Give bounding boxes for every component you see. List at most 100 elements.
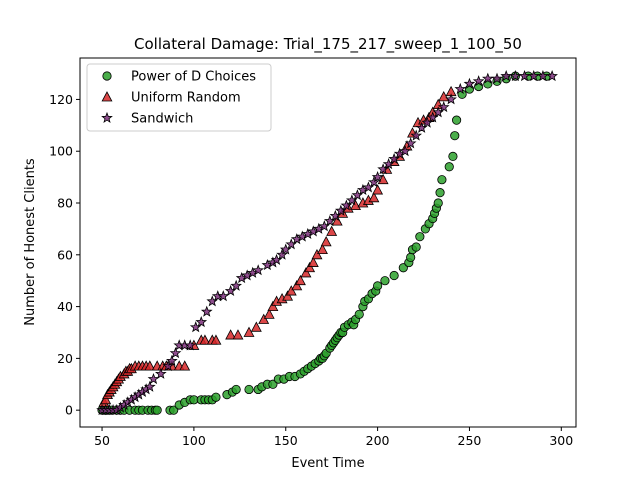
data-point [232, 329, 244, 340]
legend-label: Uniform Random [131, 91, 241, 106]
data-point [331, 215, 343, 226]
data-point [243, 326, 255, 337]
x-tick-label: 100 [182, 433, 206, 448]
y-tick-label: 100 [49, 144, 73, 159]
y-tick-label: 60 [57, 247, 73, 262]
data-point [437, 101, 450, 113]
data-point [263, 308, 275, 319]
data-point [184, 339, 197, 351]
data-point [199, 334, 211, 345]
data-point [154, 367, 167, 379]
data-point [195, 315, 208, 328]
data-point [166, 354, 178, 366]
data-point [371, 170, 384, 183]
data-point [225, 329, 237, 340]
data-point [300, 267, 312, 278]
data-point [518, 69, 531, 82]
data-point [411, 242, 421, 252]
data-point [230, 279, 242, 291]
data-point [294, 274, 306, 286]
data-point [282, 290, 294, 301]
data-point [211, 392, 221, 402]
data-point [435, 188, 445, 198]
data-point [267, 300, 279, 311]
data-point [307, 256, 319, 267]
data-point [410, 129, 423, 141]
data-point [389, 270, 399, 281]
data-point [147, 372, 160, 385]
data-point [244, 384, 254, 395]
data-point [179, 360, 191, 371]
x-axis: 50 100 150 200 250 300 [94, 427, 573, 448]
data-point [404, 137, 417, 149]
data-point [472, 75, 485, 87]
data-point [406, 252, 416, 262]
x-tick-label: 250 [458, 433, 482, 448]
x-axis-label: Event Time [291, 456, 364, 471]
data-point [258, 313, 270, 324]
data-point [252, 264, 265, 276]
data-point [326, 225, 338, 236]
data-point [144, 360, 156, 371]
data-point [152, 405, 162, 415]
data-point [399, 145, 411, 157]
data-point [380, 276, 390, 286]
legend: Power of D Choices Uniform Random Sandwich [86, 63, 272, 132]
legend-label: Power of D Choices [131, 70, 256, 85]
data-point [217, 290, 230, 302]
data-point [169, 347, 182, 359]
data-point [304, 261, 316, 273]
data-point [320, 236, 332, 247]
legend-box [86, 63, 272, 132]
data-point [438, 90, 450, 102]
data-point [276, 248, 288, 260]
plot-frame [79, 57, 577, 428]
data-point [143, 380, 156, 392]
y-axis: 0 20 40 60 80 100 120 [49, 92, 80, 418]
data-point [291, 280, 303, 291]
data-point [481, 72, 494, 84]
legend-items: Power of D Choices Uniform Random Sandwich [101, 70, 256, 127]
data-point [368, 176, 380, 188]
data-point [285, 285, 297, 296]
y-tick-label: 40 [57, 299, 73, 314]
legend-label: Sandwich [131, 112, 193, 127]
data-point [415, 232, 425, 242]
legend-marker [102, 71, 112, 81]
data-point [454, 82, 467, 95]
legend-marker [101, 111, 113, 123]
y-tick-label: 20 [57, 351, 73, 366]
data-points [96, 69, 558, 416]
data-point [463, 77, 476, 89]
data-point [448, 151, 458, 161]
legend-marker [101, 91, 113, 102]
data-point [372, 184, 384, 195]
data-point [509, 69, 522, 82]
data-point [546, 69, 558, 82]
data-point [433, 198, 443, 208]
data-point [500, 69, 513, 82]
chart-title: Collateral Damage: Trial_175_217_sweep_1… [134, 35, 522, 54]
y-tick-label: 120 [49, 92, 73, 107]
data-point [450, 131, 460, 141]
data-point [372, 281, 383, 291]
data-point [451, 115, 462, 125]
x-tick-label: 50 [94, 433, 110, 448]
data-point [444, 162, 454, 172]
data-point [100, 393, 112, 405]
data-point [354, 309, 364, 319]
data-point [537, 69, 549, 82]
data-point [317, 243, 328, 255]
y-tick-label: 0 [65, 403, 73, 418]
x-tick-label: 150 [274, 433, 298, 448]
data-point [210, 334, 222, 345]
y-axis-label: Number of Honest Clients [23, 158, 38, 326]
data-point [200, 305, 213, 317]
data-point [311, 248, 323, 260]
series-2 [96, 69, 558, 416]
data-point [368, 191, 380, 203]
data-point [437, 175, 447, 185]
data-point [491, 72, 503, 84]
data-point [231, 384, 241, 395]
